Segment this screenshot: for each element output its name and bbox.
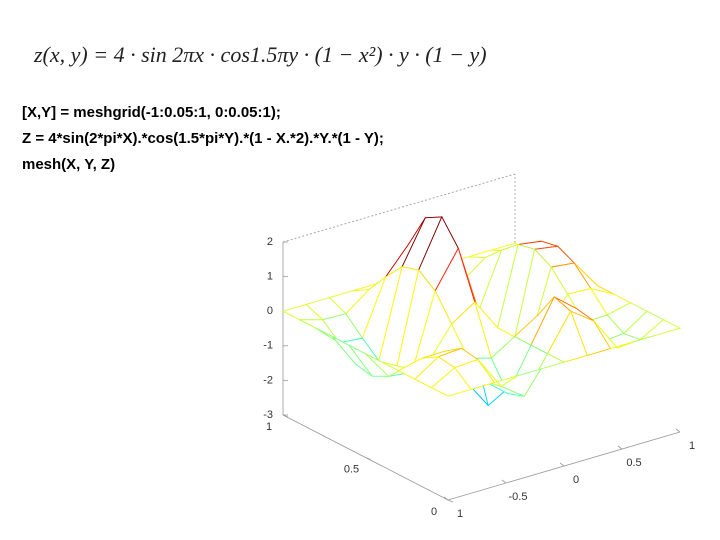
code-line: Z = 4*sin(2*pi*X).*cos(1.5*pi*Y).*(1 - X… xyxy=(22,130,384,147)
x-tick xyxy=(675,428,681,433)
y-tick xyxy=(447,499,454,503)
x-tick-label: 1 xyxy=(457,508,463,520)
code-line: [X,Y] = meshgrid(-1:0.05:1, 0:0.05:1); xyxy=(22,104,281,121)
x-tick xyxy=(501,479,507,484)
y-tick-label: 0.5 xyxy=(344,463,359,475)
y-tick-label: 0 xyxy=(431,506,437,518)
x-tick xyxy=(443,496,449,501)
x-tick-label: 1 xyxy=(689,440,695,452)
z-tick-label: 1 xyxy=(267,271,273,283)
mesh-cell xyxy=(430,367,472,397)
x-tick xyxy=(559,462,565,467)
y-tick-label: 1 xyxy=(266,421,272,433)
x-tick-label: 0 xyxy=(573,474,579,486)
y-tick xyxy=(365,457,371,460)
axis-line xyxy=(282,173,516,243)
formula: z(x, y) = 4 · sin 2πx · cos1.5πy · (1 − … xyxy=(34,42,487,67)
x-tick-label: -0.5 xyxy=(509,491,528,503)
z-tick-label: 2 xyxy=(267,236,273,248)
z-tick-label: 0 xyxy=(267,305,273,317)
x-tick-label: 0.5 xyxy=(626,457,641,469)
z-tick-label: -2 xyxy=(263,374,273,386)
z-tick-label: -3 xyxy=(263,409,273,421)
x-tick xyxy=(617,445,623,450)
z-tick-label: -1 xyxy=(263,340,273,352)
y-tick xyxy=(282,414,289,418)
code-line: mesh(X, Y, Z) xyxy=(22,156,116,173)
